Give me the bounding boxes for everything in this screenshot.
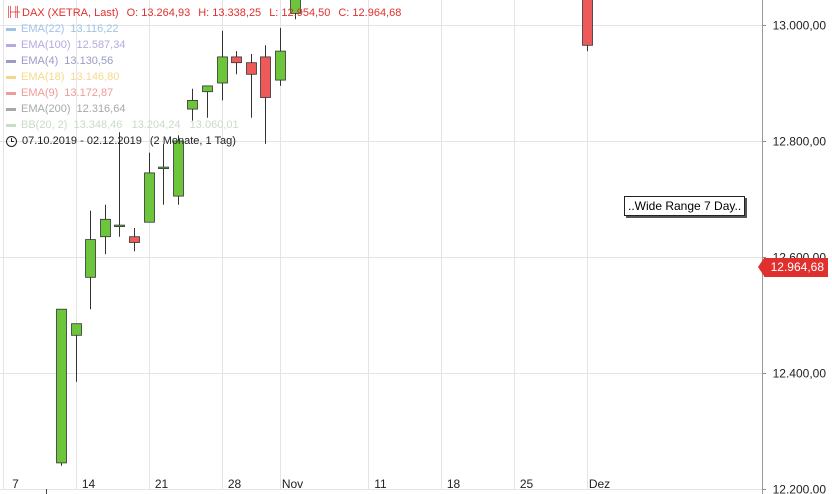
- legend-swatch: [6, 59, 16, 63]
- candles: [56, 0, 593, 466]
- candle-body: [217, 56, 228, 84]
- x-tick-label: 25: [520, 477, 534, 491]
- instrument-name: DAX (XETRA, Last): [22, 7, 119, 19]
- candlestick-icon: ╟╫: [6, 7, 21, 18]
- last-price-tag: 12.964,68: [758, 258, 828, 277]
- legend-item: EMA(100) 12.587,34: [6, 37, 401, 53]
- candle: [582, 0, 593, 52]
- y-tick-label: 12.400,00: [773, 367, 827, 381]
- candle: [85, 210, 96, 310]
- legend-swatch: [6, 107, 16, 111]
- candle: [114, 132, 125, 237]
- period-label: (2 Monate, 1 Tag): [149, 135, 236, 147]
- legend-item: BB(20, 2) 13.348,46 13.204,24 13.060,01: [6, 117, 401, 133]
- legend-value: 13.146,80: [70, 71, 120, 83]
- legend-item: EMA(4) 13.130,56: [6, 53, 401, 69]
- candle-body: [114, 224, 125, 228]
- candle-body: [290, 0, 301, 14]
- x-tick-label: 11: [374, 477, 387, 491]
- candle-body: [173, 140, 184, 197]
- date-range: 07.10.2019 - 02.12.2019: [22, 135, 142, 147]
- candle: [260, 45, 271, 144]
- y-tick-label: 12.200,00: [773, 483, 827, 494]
- candle-body: [71, 323, 82, 336]
- candle: [202, 85, 213, 118]
- legend-value: 12.316,64: [76, 103, 126, 115]
- legend-name: EMA(9): [21, 87, 59, 99]
- legend-name: EMA(22): [21, 23, 65, 35]
- candle: [187, 88, 198, 121]
- legend-name: EMA(200): [21, 103, 71, 115]
- legend-value: 13.116,22: [70, 23, 119, 35]
- candle-body: [260, 56, 271, 98]
- candle-body: [275, 50, 286, 81]
- candle-body: [158, 166, 169, 170]
- close-value: C: 12.964,68: [338, 7, 402, 19]
- candle: [217, 30, 228, 101]
- candle-body: [56, 308, 67, 464]
- legend-value: 13.348,46 13.204,24 13.060,01: [73, 119, 239, 131]
- candle-body: [85, 239, 96, 278]
- candle-body: [187, 100, 198, 110]
- legend-swatch: [6, 27, 16, 31]
- legend-name: BB(20, 2): [21, 119, 68, 131]
- candle: [144, 152, 155, 223]
- candle: [158, 143, 169, 205]
- candle: [231, 51, 242, 75]
- candle: [290, 0, 301, 20]
- high-value: H: 13.338,25: [198, 7, 262, 19]
- x-tick-label: 28: [228, 477, 242, 491]
- legend-item: EMA(9) 13.172,87: [6, 85, 401, 101]
- x-tick-label: Nov: [282, 477, 303, 491]
- legend-swatch: [6, 123, 16, 127]
- legend-value: 13.172,87: [64, 87, 114, 99]
- legend-value: 13.130,56: [64, 55, 114, 67]
- x-tick-label: 18: [447, 477, 461, 491]
- x-tick-label: 21: [155, 477, 169, 491]
- y-axis: 12.200,0012.400,0012.600,0012.800,0013.0…: [762, 0, 826, 494]
- clock-icon: [6, 135, 17, 147]
- candle-body: [202, 85, 213, 93]
- wide-range-callout: ..Wide Range 7 Day..: [624, 196, 746, 216]
- legend-swatch: [6, 75, 16, 79]
- candle: [129, 228, 140, 252]
- legend-name: EMA(4): [21, 55, 59, 67]
- legend-item: EMA(22) 13.116,22: [6, 21, 401, 37]
- low-value: L: 12.954,50: [269, 7, 331, 19]
- legend-item: EMA(18) 13.146,80: [6, 69, 401, 85]
- candle: [246, 54, 257, 118]
- legend-swatch: [6, 43, 16, 47]
- legend-name: EMA(100): [21, 39, 71, 51]
- legend-name: EMA(18): [21, 71, 65, 83]
- candle: [275, 27, 286, 86]
- instrument-header: ╟╫ DAX (XETRA, Last) O: 13.264,93 H: 13.…: [6, 5, 401, 21]
- candle-body: [100, 218, 111, 238]
- open-value: O: 13.264,93: [126, 7, 191, 19]
- x-tick-label: Dez: [589, 477, 610, 491]
- x-tick-label: 14: [82, 477, 96, 491]
- candle: [56, 308, 67, 466]
- y-tick-label: 13.000,00: [773, 19, 827, 33]
- candle-body: [246, 62, 257, 75]
- legend-value: 12.587,34: [76, 39, 126, 51]
- legend-swatch: [6, 91, 16, 95]
- candle-body: [231, 56, 242, 64]
- x-axis: 7 14 21 28 Nov 11 18 25 Dez: [12, 477, 610, 494]
- candle: [173, 135, 184, 205]
- candle-body: [144, 172, 155, 223]
- date-range-row: 07.10.2019 - 02.12.2019 (2 Monate, 1 Tag…: [6, 133, 401, 149]
- x-tick-label: 7: [12, 477, 19, 491]
- candle-body: [582, 0, 593, 46]
- candle: [71, 323, 82, 382]
- candle: [100, 204, 111, 255]
- chart-legend: ╟╫ DAX (XETRA, Last) O: 13.264,93 H: 13.…: [6, 5, 401, 149]
- y-tick-label: 12.800,00: [773, 135, 827, 149]
- candle-body: [129, 236, 140, 243]
- grid-lines: [0, 0, 762, 490]
- legend-item: EMA(200) 12.316,64: [6, 101, 401, 117]
